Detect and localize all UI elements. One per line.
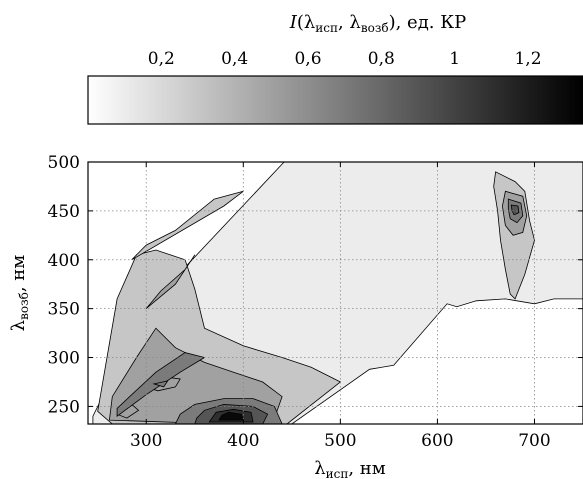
x-tick-label-3: 600 — [421, 431, 453, 451]
x-tick-label-1: 400 — [227, 431, 259, 451]
y-tick-label-1: 300 — [48, 349, 80, 369]
contour-region-4 — [145, 254, 196, 309]
colorbar-tick-label-4: 1 — [449, 49, 460, 69]
colorbar-title: I(λисп, λвозб), ед. КР — [289, 12, 467, 35]
y-tick-label-0: 250 — [48, 397, 80, 417]
x-axis-ticks: 300 400 500 600 700 — [130, 162, 551, 451]
colorbar-tick-label-1: 0,4 — [221, 49, 248, 69]
y-tick-label-5: 500 — [48, 153, 80, 173]
y-tick-label-2: 350 — [48, 300, 80, 320]
colorbar-tick-label-2: 0,6 — [294, 49, 321, 69]
contour-region-2 — [131, 190, 244, 261]
contour-regions — [92, 162, 583, 424]
y-tick-label-3: 400 — [48, 251, 80, 271]
y-axis-title: λвозб, нм — [8, 255, 31, 332]
contour-region-11 — [152, 380, 169, 388]
y-axis-ticks: 250 300 350 400 450 500 — [48, 153, 583, 417]
y-tick-label-4: 450 — [48, 202, 80, 222]
x-tick-label-2: 500 — [324, 431, 356, 451]
colorbar-ticks: 0,2 0,4 0,6 0,8 1 1,2 — [148, 49, 542, 81]
contour-region-9 — [218, 411, 244, 421]
contour-region-16 — [510, 204, 520, 216]
colorbar-tick-label-5: 1,2 — [514, 49, 541, 69]
plot-frame — [87, 161, 583, 425]
x-tick-label-0: 300 — [130, 431, 162, 451]
colorbar-tick-label-0: 0,2 — [148, 49, 175, 69]
grid-lines — [88, 162, 583, 424]
colorbar-tick-label-3: 0,8 — [368, 49, 395, 69]
x-axis-title: λисп, нм — [314, 458, 386, 479]
colorbar — [87, 75, 583, 125]
x-tick-label-4: 700 — [518, 431, 550, 451]
